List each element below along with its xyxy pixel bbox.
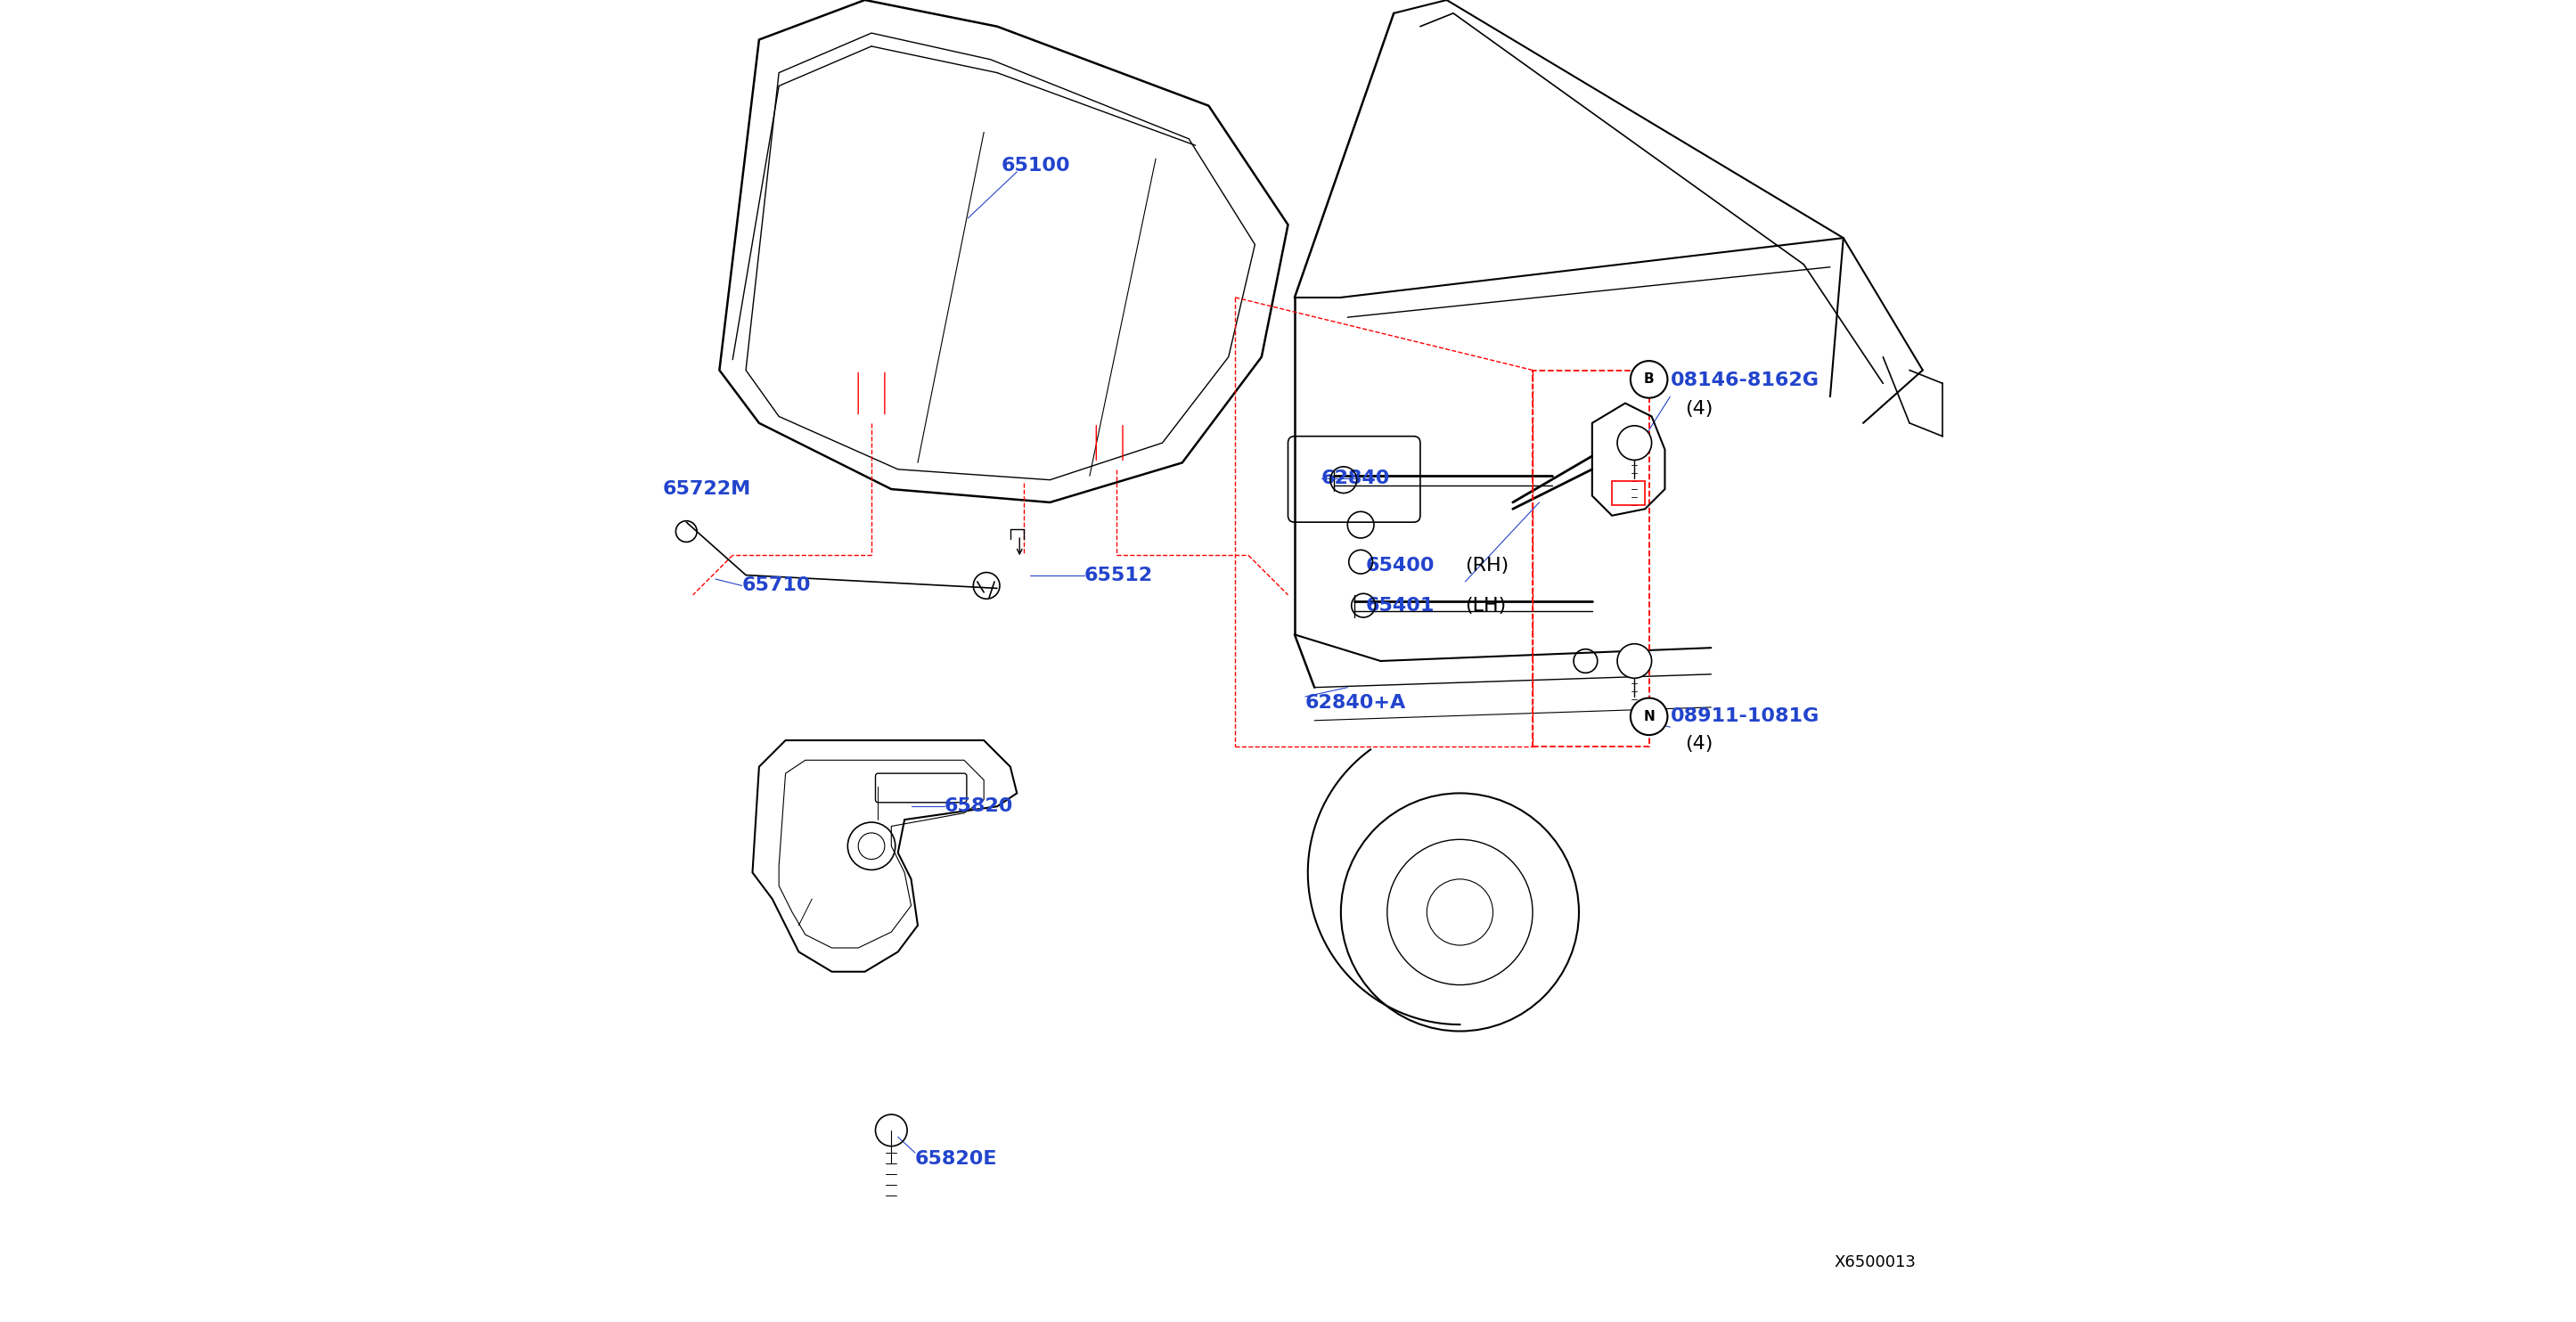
Text: 65722M: 65722M [662, 480, 752, 498]
Text: 08146-8162G: 08146-8162G [1669, 371, 1819, 390]
Circle shape [1631, 698, 1667, 735]
Text: (LH): (LH) [1466, 596, 1507, 615]
Text: 65100: 65100 [1002, 156, 1069, 175]
Circle shape [1618, 426, 1651, 460]
Text: 65820E: 65820E [914, 1150, 997, 1169]
Text: 65400: 65400 [1365, 557, 1435, 575]
Bar [1613, 481, 1646, 505]
Text: 62840: 62840 [1321, 469, 1391, 488]
Text: X6500013: X6500013 [1834, 1255, 1917, 1270]
Text: 62840+A: 62840+A [1306, 694, 1406, 713]
Text: 65710: 65710 [742, 576, 811, 595]
Text: 65820: 65820 [945, 797, 1012, 816]
Text: (4): (4) [1685, 735, 1713, 754]
Bar [1533, 370, 1649, 747]
Text: (4): (4) [1685, 399, 1713, 418]
Circle shape [1618, 644, 1651, 678]
Circle shape [1631, 361, 1667, 398]
Text: N: N [1643, 710, 1654, 723]
Text: (RH): (RH) [1466, 557, 1510, 575]
Text: 08911-1081G: 08911-1081G [1669, 707, 1819, 726]
Text: 65512: 65512 [1084, 566, 1154, 584]
Text: B: B [1643, 373, 1654, 386]
Text: 65401: 65401 [1365, 596, 1435, 615]
